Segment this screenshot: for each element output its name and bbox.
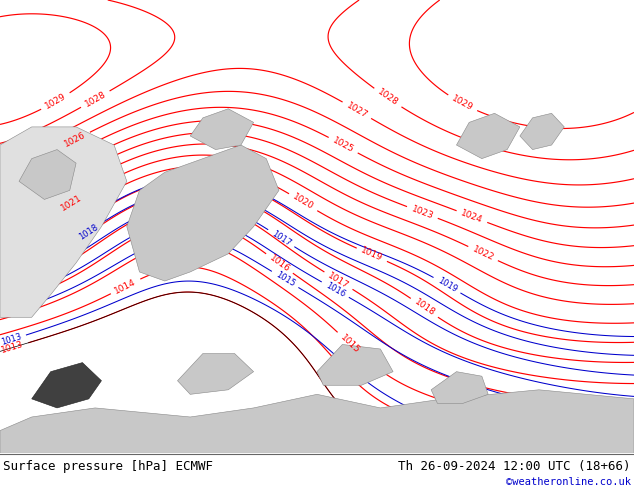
Text: 1020: 1020	[291, 193, 315, 212]
Text: 1022: 1022	[471, 245, 495, 263]
Polygon shape	[431, 371, 488, 403]
Text: 1028: 1028	[376, 88, 399, 108]
Text: 1016: 1016	[324, 280, 347, 299]
Text: 1018: 1018	[412, 297, 436, 318]
Text: 1025: 1025	[331, 136, 356, 154]
Polygon shape	[317, 344, 393, 385]
Polygon shape	[127, 145, 279, 281]
Polygon shape	[190, 109, 254, 149]
Text: Th 26-09-2024 12:00 UTC (18+66): Th 26-09-2024 12:00 UTC (18+66)	[398, 460, 631, 473]
Text: 1017: 1017	[327, 271, 351, 291]
Text: 1013: 1013	[0, 332, 23, 347]
Text: 1017: 1017	[270, 229, 292, 248]
Polygon shape	[178, 354, 254, 394]
Text: 1028: 1028	[83, 90, 108, 109]
Text: 1021: 1021	[60, 193, 84, 213]
Polygon shape	[32, 363, 101, 408]
Polygon shape	[0, 127, 127, 318]
Text: Surface pressure [hPa] ECMWF: Surface pressure [hPa] ECMWF	[3, 460, 213, 473]
Text: 1027: 1027	[345, 100, 369, 120]
Text: 1026: 1026	[63, 130, 87, 149]
Polygon shape	[520, 113, 564, 149]
Text: 1019: 1019	[436, 276, 458, 294]
Text: 1015: 1015	[274, 270, 297, 289]
Text: 1024: 1024	[460, 208, 484, 225]
Text: 1015: 1015	[338, 333, 361, 355]
Text: 1014: 1014	[113, 277, 138, 295]
Polygon shape	[19, 149, 76, 199]
Text: 1018: 1018	[77, 222, 100, 241]
Text: 1029: 1029	[44, 92, 68, 111]
Polygon shape	[0, 390, 634, 453]
Text: 1023: 1023	[410, 204, 435, 220]
Text: 1013: 1013	[0, 340, 25, 355]
Text: 1019: 1019	[359, 246, 384, 264]
Text: ©weatheronline.co.uk: ©weatheronline.co.uk	[506, 477, 631, 487]
Text: 1016: 1016	[268, 253, 292, 274]
Polygon shape	[456, 113, 520, 159]
Text: 1029: 1029	[450, 94, 475, 113]
